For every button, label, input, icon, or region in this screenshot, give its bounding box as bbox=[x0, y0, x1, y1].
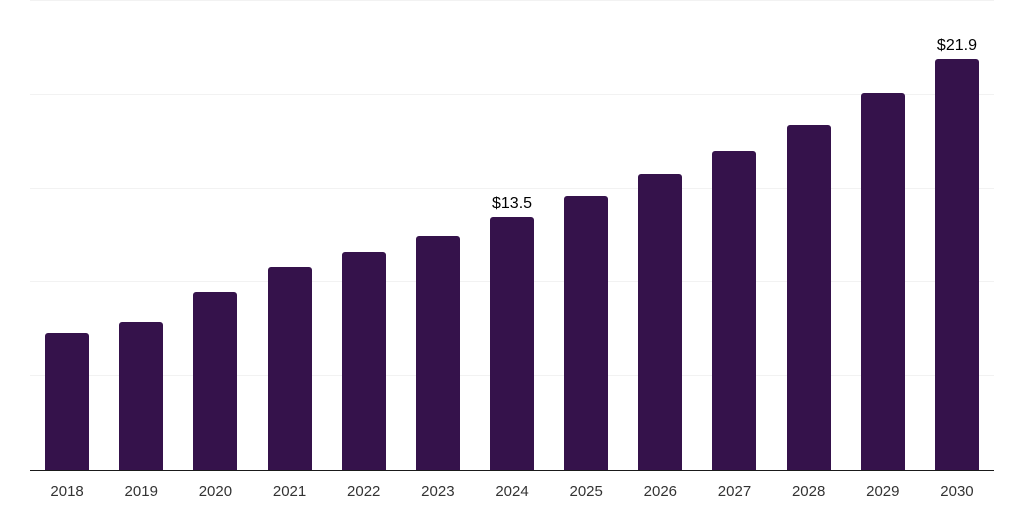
bar-column-2018 bbox=[30, 1, 104, 470]
x-tick-label-2020: 2020 bbox=[198, 483, 233, 500]
x-tick-label-2019: 2019 bbox=[124, 483, 158, 500]
bar-2025 bbox=[564, 196, 609, 470]
x-tick-label-2025: 2025 bbox=[569, 483, 603, 500]
gridline-y15 bbox=[30, 187, 994, 189]
bar-column-2025 bbox=[549, 1, 623, 470]
bar-2018 bbox=[45, 333, 90, 470]
bar-column-2022 bbox=[327, 1, 401, 470]
bar-column-2026 bbox=[623, 1, 697, 470]
bar-column-2024: $13.5 bbox=[475, 1, 549, 470]
x-tick-label-2022: 2022 bbox=[347, 483, 381, 500]
bars-container: $13.5 $21.9 bbox=[30, 1, 994, 470]
bar-2022 bbox=[341, 252, 386, 470]
x-tick-label-2026: 2026 bbox=[643, 483, 678, 500]
bar-column-2030: $21.9 bbox=[920, 1, 994, 470]
bar-column-2027 bbox=[697, 1, 771, 470]
bar-column-2021 bbox=[252, 1, 326, 470]
bar-2029 bbox=[860, 92, 905, 470]
bar-2024 bbox=[490, 216, 535, 470]
bar-2020 bbox=[193, 291, 238, 470]
bar-2026 bbox=[638, 173, 683, 470]
bar-value-label-2024: $13.5 bbox=[491, 194, 533, 212]
x-tick-label-2023: 2023 bbox=[421, 483, 455, 500]
gridline-y20 bbox=[30, 93, 994, 95]
x-tick-label-2021: 2021 bbox=[272, 483, 307, 500]
bar-2030 bbox=[934, 59, 979, 470]
bar-column-2020 bbox=[178, 1, 252, 470]
bar-column-2023 bbox=[401, 1, 475, 470]
bar-2021 bbox=[267, 267, 312, 470]
bar-column-2028 bbox=[772, 1, 846, 470]
x-tick-label-2028: 2028 bbox=[791, 483, 826, 500]
bar-2023 bbox=[415, 235, 460, 470]
x-tick-label-2018: 2018 bbox=[50, 483, 84, 500]
bar-column-2019 bbox=[104, 1, 178, 470]
bar-2028 bbox=[786, 124, 831, 470]
bar-2019 bbox=[119, 321, 164, 470]
x-tick-label-2029: 2029 bbox=[866, 483, 900, 500]
x-axis: 2018 2019 2020 2021 2022 2023 2024 2025 2026 2027… bbox=[30, 482, 994, 502]
plot-area: $13.5 $21.9 bbox=[30, 0, 994, 471]
gridline-y25 bbox=[30, 0, 994, 1]
bar-value-label-2030: $21.9 bbox=[936, 37, 977, 55]
bar-2027 bbox=[712, 151, 757, 470]
x-tick-label-2024: 2024 bbox=[495, 483, 529, 500]
x-tick-label-2027: 2027 bbox=[717, 483, 752, 500]
x-tick-label-2030: 2030 bbox=[940, 483, 974, 500]
bar-column-2029 bbox=[846, 1, 920, 470]
